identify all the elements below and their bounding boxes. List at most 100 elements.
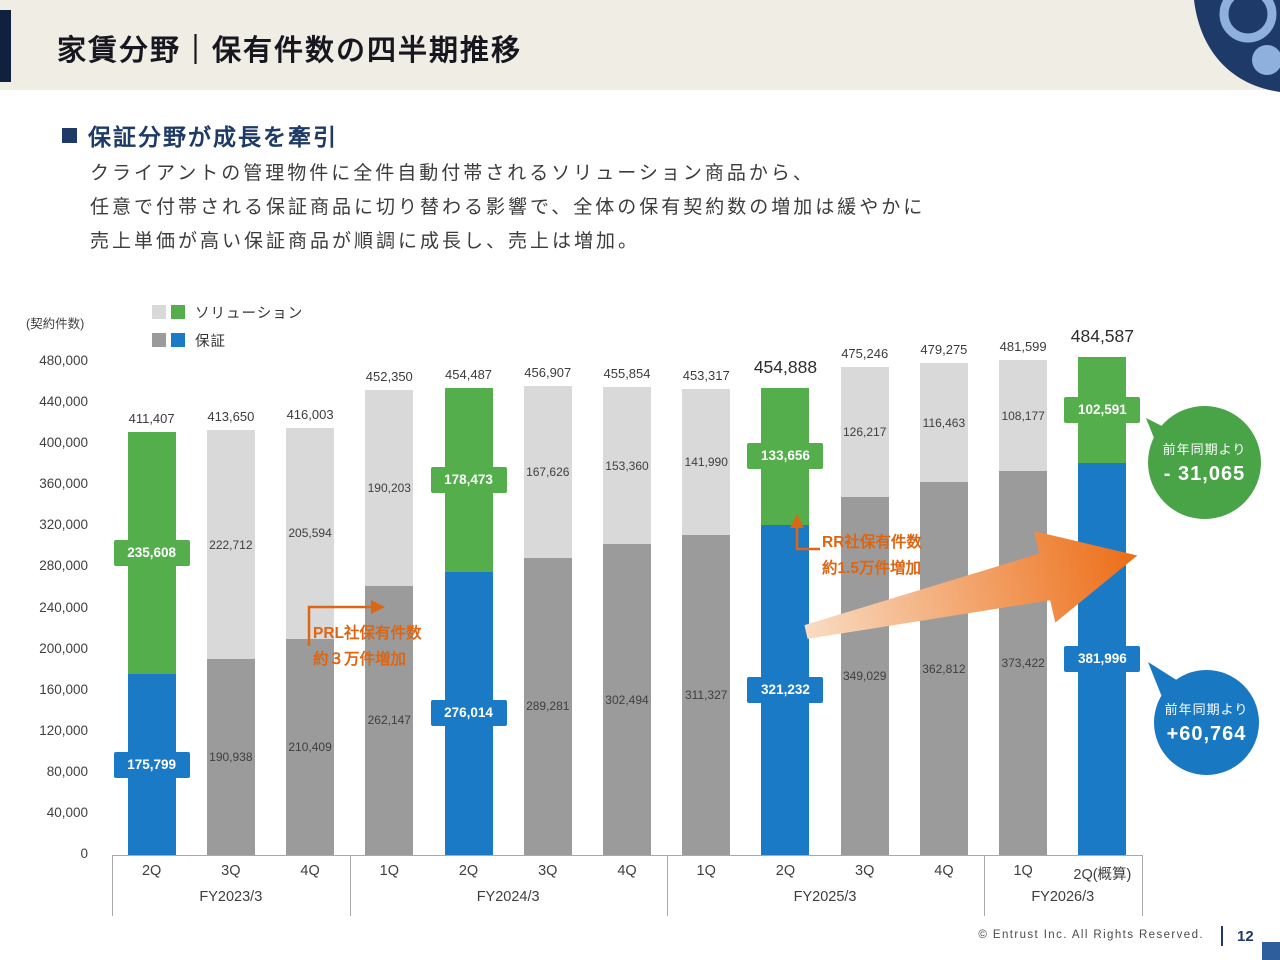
y-axis-tick-label: 80,000	[46, 763, 88, 779]
axis-group-separator	[349, 855, 351, 916]
legend-row: ソリューション	[152, 298, 303, 326]
bar-segment-solution	[523, 385, 572, 558]
chart-legend: ソリューション 保証	[152, 298, 303, 354]
x-axis-quarter-label: 1Q	[379, 863, 399, 879]
page-number-divider	[1221, 926, 1223, 946]
annotation-line: 約1.5万件増加	[822, 560, 922, 577]
bar-segment-guarantee	[603, 544, 651, 855]
x-axis-quarter-label: 3Q	[221, 863, 241, 879]
guarantee-value-label: 175,799	[113, 751, 190, 778]
annotation-prl-increase: PRL社保有件数 約３万件増加	[313, 621, 422, 673]
legend-swatch-icon	[171, 305, 185, 319]
x-axis-quarter-label: 3Q	[538, 863, 558, 879]
guarantee-value-label: 276,014	[430, 700, 507, 727]
bar-segment-solution	[603, 386, 651, 545]
x-axis-quarter-label: 2Q(概算)	[1073, 867, 1132, 883]
legend-swatch-icon	[152, 305, 166, 319]
axis-group-separator	[666, 855, 668, 916]
total-value-label: 484,587	[1070, 326, 1135, 347]
callout-yoy-guarantee: 前年同期より +60,764	[1154, 670, 1259, 775]
ring-icon	[1219, 0, 1277, 43]
x-axis-quarter-label: 1Q	[696, 863, 716, 879]
y-axis-tick-label: 160,000	[39, 681, 88, 697]
x-axis-fiscal-year-label: FY2024/3	[476, 889, 540, 905]
page-number: 12	[1237, 928, 1254, 945]
header-band	[0, 0, 1280, 90]
guarantee-value-label: 349,029	[842, 668, 887, 683]
total-value-label: 455,854	[603, 365, 651, 381]
guarantee-value-label: 190,938	[209, 749, 253, 764]
dot-icon	[1252, 45, 1280, 75]
total-value-label: 475,246	[841, 345, 889, 361]
callout-yoy-solution: 前年同期より - 31,065	[1148, 406, 1261, 519]
guarantee-value-label: 262,147	[367, 713, 411, 728]
callout-value: +60,764	[1166, 723, 1247, 745]
guarantee-value-label: 302,494	[605, 692, 649, 707]
solution-value-label: 222,712	[209, 537, 253, 552]
bar-segment-guarantee	[523, 557, 572, 855]
legend-row: 保証	[152, 326, 303, 354]
legend-swatch-icon	[152, 333, 166, 347]
solution-value-label: 153,360	[605, 458, 649, 473]
guarantee-value-label: 373,422	[1001, 656, 1045, 671]
section-heading-text: 保証分野が成長を牽引	[88, 124, 338, 150]
x-axis-quarter-label: 4Q	[617, 863, 637, 879]
y-axis-tick-label: 440,000	[39, 394, 88, 410]
callout-value: - 31,065	[1163, 463, 1246, 485]
x-axis-fiscal-year-label: FY2025/3	[793, 889, 857, 905]
y-axis-tick-label: 480,000	[39, 353, 88, 368]
bar-segment-solution	[999, 360, 1048, 472]
solution-value-label: 126,217	[842, 424, 887, 439]
solution-value-label: 205,594	[288, 526, 332, 541]
footer-corner-square	[1262, 942, 1280, 960]
solution-value-label: 116,463	[922, 415, 966, 430]
y-axis-tick-label: 240,000	[39, 599, 88, 615]
callout-caption: 前年同期より	[1164, 702, 1249, 717]
bar-segment-guarantee	[206, 658, 255, 855]
bar-segment-solution	[919, 362, 968, 483]
x-axis-line	[112, 855, 1142, 856]
y-axis-tick-label: 40,000	[46, 804, 88, 820]
legend-swatch-icon	[171, 333, 185, 347]
x-axis-quarter-label: 2Q	[141, 863, 162, 879]
bar-segment-solution	[286, 427, 335, 639]
solution-value-label: 235,608	[113, 540, 190, 567]
paragraph-line: クライアントの管理物件に全件自動付帯されるソリューション商品から、	[90, 163, 815, 184]
section-heading: 保証分野が成長を牽引	[62, 118, 338, 152]
y-axis-tick-label: 200,000	[39, 640, 88, 656]
total-value-label: 411,407	[128, 411, 175, 427]
page-title: 家賃分野｜保有件数の四半期推移	[57, 35, 523, 67]
annotation-line: 約３万件増加	[313, 651, 407, 668]
axis-group-separator	[983, 855, 985, 916]
bar-segment-solution	[840, 366, 889, 497]
legend-label: ソリューション	[195, 305, 304, 322]
x-axis-quarter-label: 1Q	[1013, 863, 1033, 879]
x-axis-fiscal-year-label: FY2026/3	[1031, 889, 1095, 905]
solution-value-label: 133,656	[747, 443, 824, 470]
y-axis-tick-label: 0	[80, 846, 88, 861]
callout-caption: 前年同期より	[1162, 442, 1247, 457]
x-axis-fiscal-year-label: FY2023/3	[199, 889, 263, 905]
total-value-label: 413,650	[207, 409, 255, 425]
body-paragraph: クライアントの管理物件に全件自動付帯されるソリューション商品から、 任意で付帯され…	[90, 157, 925, 259]
annotation-line: RR社保有件数	[822, 534, 922, 551]
solution-value-label: 102,591	[1064, 396, 1141, 423]
guarantee-value-label: 381,996	[1064, 645, 1141, 672]
y-axis-tick-label: 400,000	[39, 435, 88, 451]
legend-label: 保証	[195, 333, 226, 350]
total-value-label: 454,487	[445, 367, 493, 383]
x-axis-quarter-label: 3Q	[855, 863, 875, 879]
annotation-rr-increase: RR社保有件数 約1.5万件増加	[822, 530, 922, 582]
bullet-square-icon	[62, 127, 77, 143]
x-axis-quarter-label: 2Q	[458, 863, 479, 879]
x-axis-quarter-label: 2Q	[775, 863, 796, 879]
bar-segment-guarantee	[682, 535, 731, 855]
solution-value-label: 167,626	[526, 464, 570, 479]
solution-value-label: 141,990	[684, 455, 728, 470]
guarantee-value-label: 311,327	[684, 688, 728, 703]
bar-segment-solution	[365, 390, 414, 586]
y-axis-tick-label: 120,000	[39, 722, 88, 738]
corner-decoration	[1194, 0, 1280, 92]
